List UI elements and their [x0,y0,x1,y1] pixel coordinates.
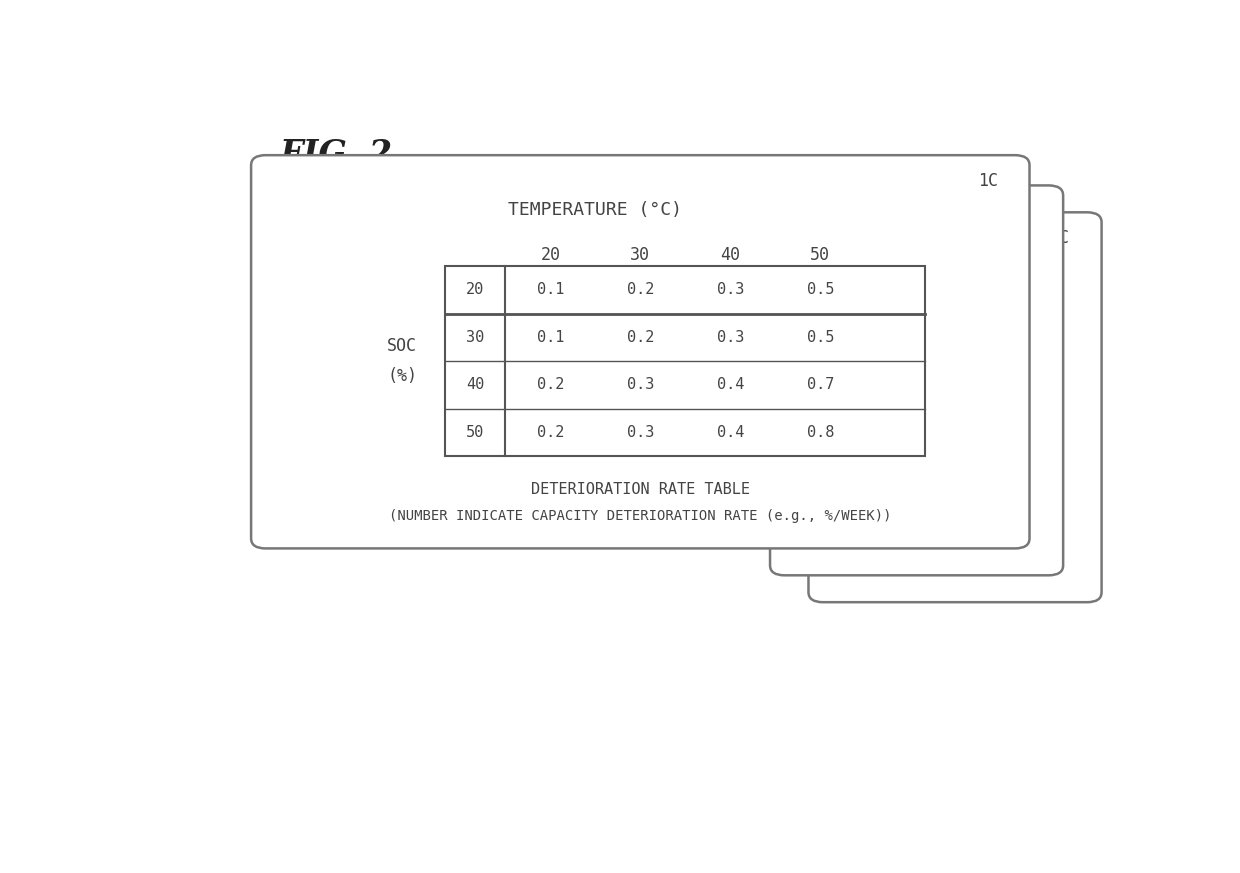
Text: 0.4: 0.4 [717,425,744,440]
Text: FIG. 2: FIG. 2 [280,138,393,171]
Text: 0.2: 0.2 [626,282,653,298]
Text: 0.5: 0.5 [806,330,833,345]
Text: 0.4: 0.4 [717,377,744,392]
Text: 0.7: 0.7 [806,377,833,392]
Text: 0.5C: 0.5C [992,203,1032,220]
Text: 0.5: 0.5 [806,282,833,298]
Text: SOC: SOC [387,337,417,355]
Text: 40: 40 [720,246,740,264]
Text: 0.1: 0.1 [537,282,564,298]
Text: 30: 30 [466,330,485,345]
Text: 50: 50 [466,425,485,440]
Text: 0.2: 0.2 [537,377,564,392]
Text: 0.3: 0.3 [626,377,653,392]
Text: TEMPERATURE (°C): TEMPERATURE (°C) [508,201,682,219]
Text: 20: 20 [466,282,485,298]
Text: (%): (%) [387,367,417,385]
Text: 20: 20 [541,246,560,264]
Text: 0.3C: 0.3C [1030,229,1070,247]
Text: 0.2: 0.2 [626,330,653,345]
Text: 0.8: 0.8 [806,425,833,440]
FancyBboxPatch shape [770,185,1063,575]
FancyBboxPatch shape [250,155,1029,548]
Text: DETERIORATION RATE TABLE: DETERIORATION RATE TABLE [531,483,750,498]
Text: 0.2: 0.2 [537,425,564,440]
Text: 40: 40 [466,377,485,392]
Text: 0.1: 0.1 [537,330,564,345]
Bar [445,266,925,457]
Text: 0.3: 0.3 [626,425,653,440]
Text: 30: 30 [630,246,650,264]
Text: (NUMBER INDICATE CAPACITY DETERIORATION RATE (e.g., %/WEEK)): (NUMBER INDICATE CAPACITY DETERIORATION … [389,509,892,523]
FancyBboxPatch shape [808,212,1101,602]
Text: 50: 50 [810,246,831,264]
Text: 1C: 1C [978,172,998,190]
Text: 0.3: 0.3 [717,330,744,345]
Text: 0.3: 0.3 [717,282,744,298]
